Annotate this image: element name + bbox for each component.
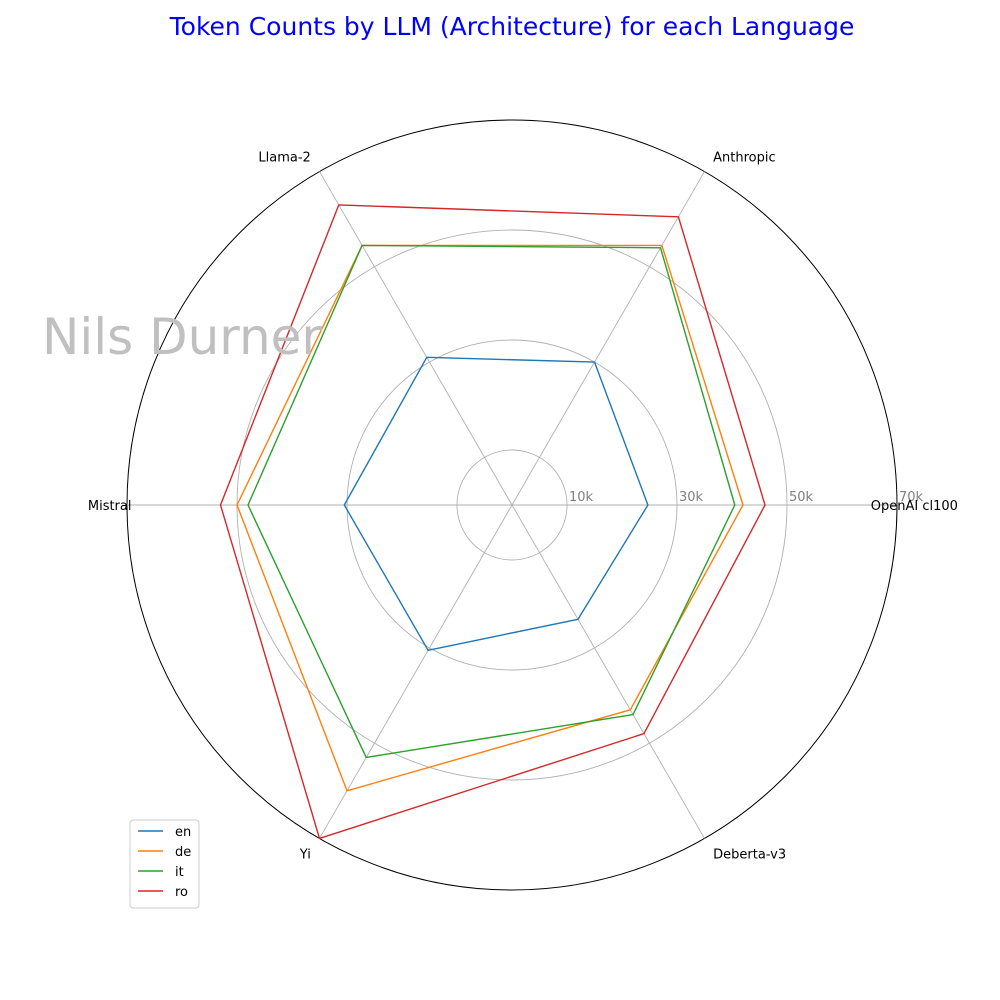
category-label: Llama-2	[258, 151, 310, 166]
legend-label-en: en	[175, 825, 191, 840]
category-label: Anthropic	[713, 151, 776, 166]
radar-grid: 10k 30k 50k 70k	[126, 119, 924, 891]
spoke-line	[319, 171, 513, 506]
watermark-text: Nils Durner	[42, 308, 322, 366]
legend-label-it: it	[175, 865, 184, 880]
spoke-line	[319, 504, 513, 839]
category-label: Deberta-v3	[713, 847, 786, 862]
radar-series	[219, 204, 766, 840]
radial-tick-label: 10k	[569, 490, 594, 505]
legend-box	[129, 819, 200, 909]
spoke-line	[511, 171, 705, 506]
spoke-line	[511, 504, 705, 839]
series-line-de	[236, 244, 744, 792]
series-line-it	[247, 244, 736, 759]
legend-label-ro: ro	[175, 885, 188, 900]
series-line-en	[343, 356, 649, 651]
category-label: Yi	[299, 847, 311, 862]
legend: en de it ro	[129, 819, 200, 909]
legend-label-de: de	[175, 845, 191, 860]
radial-tick-label: 50k	[789, 490, 814, 505]
category-label: Mistral	[88, 499, 132, 514]
chart-title: Token Counts by LLM (Architecture) for e…	[169, 12, 855, 41]
axis-labels: OpenAI cl100 Anthropic Llama-2 Mistral Yi Deb…	[88, 151, 958, 863]
radial-tick-label: 30k	[679, 490, 704, 505]
category-label: OpenAI cl100	[871, 499, 958, 514]
series-line-ro	[219, 204, 766, 840]
radial-tick-label: 70k	[899, 490, 924, 505]
